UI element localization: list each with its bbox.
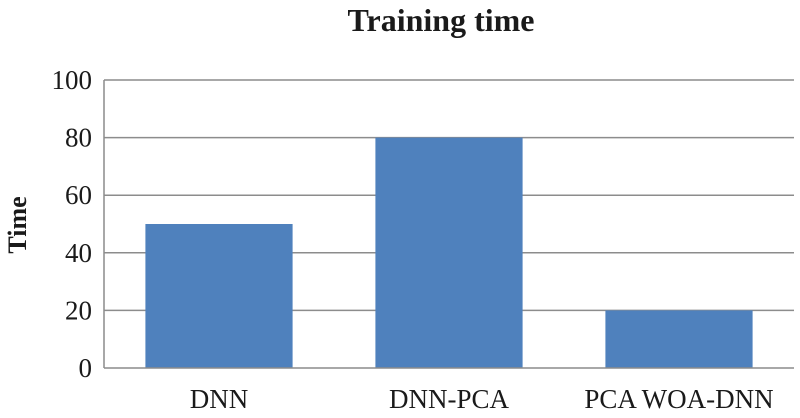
- bar-pca-woa-dnn: [605, 310, 753, 368]
- x-category-label-3: PCA WOA-DNN: [584, 384, 773, 414]
- y-tick-label-100: 100: [52, 65, 93, 95]
- chart-title: Training time: [348, 2, 535, 38]
- x-category-label-1: DNN: [190, 384, 249, 414]
- y-tick-label-80: 80: [65, 123, 92, 153]
- bars: [145, 137, 753, 368]
- x-category-label-2: DNN-PCA: [389, 384, 510, 414]
- bar-dnn: [145, 224, 293, 368]
- y-tick-label-60: 60: [65, 180, 92, 210]
- x-category-labels: DNN DNN-PCA PCA WOA-DNN: [190, 384, 774, 414]
- y-tick-label-20: 20: [65, 295, 92, 325]
- y-axis-label: Time: [3, 196, 32, 253]
- bar-dnn-pca: [375, 137, 523, 368]
- y-tick-label-0: 0: [79, 353, 93, 383]
- y-tick-label-40: 40: [65, 238, 92, 268]
- y-tick-labels: 0 20 40 60 80 100: [52, 65, 93, 383]
